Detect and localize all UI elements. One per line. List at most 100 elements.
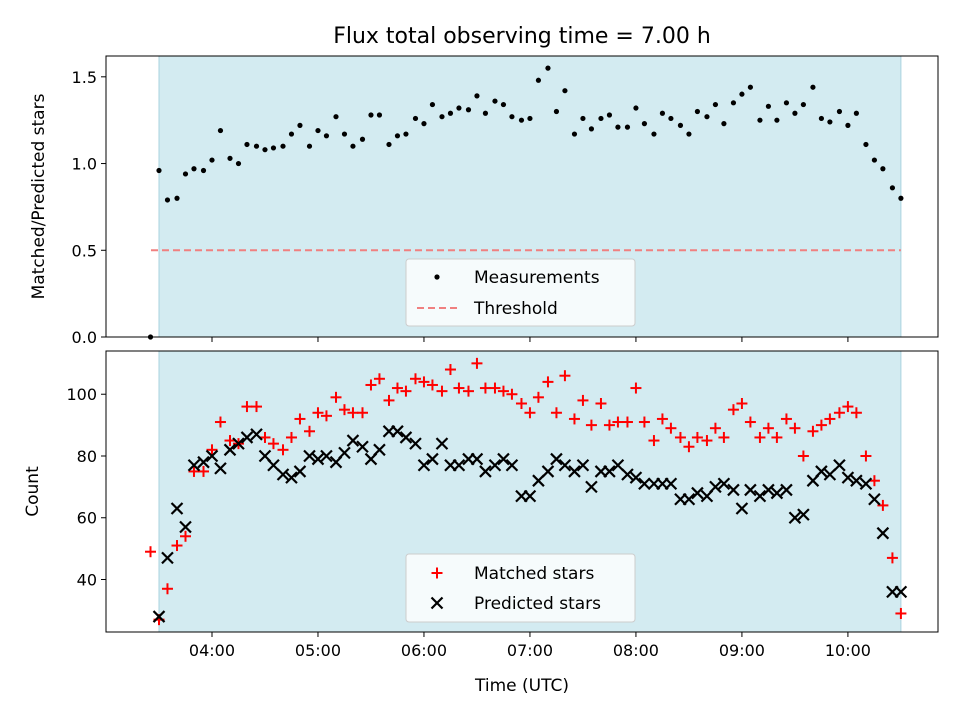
predicted-star-point — [214, 462, 227, 475]
matched-star-point — [815, 419, 827, 431]
predicted-star-point — [541, 465, 555, 478]
legend-label-predicted-stars: Predicted stars — [474, 594, 601, 614]
measurement-point — [156, 167, 162, 174]
measurement-point — [200, 167, 207, 174]
matched-star-point — [206, 444, 218, 456]
marker-stroke — [621, 468, 634, 481]
matched-star-point — [303, 425, 315, 437]
measurement-point — [280, 143, 286, 149]
marker-stroke — [638, 477, 651, 491]
predicted-star-point — [435, 437, 449, 450]
matched-star-point — [868, 475, 880, 487]
matched-star-point — [842, 401, 854, 413]
matched-star-point — [824, 413, 836, 425]
marker-stroke — [558, 458, 572, 472]
marker-stroke — [523, 489, 537, 503]
matched-star-point — [179, 530, 191, 542]
matched-star-point — [895, 607, 907, 619]
matched-star-point — [444, 364, 456, 376]
matched-star-point — [683, 441, 695, 453]
predicted-star-point — [823, 468, 837, 481]
matched-star-point — [727, 404, 739, 416]
matched-star-point — [267, 438, 279, 450]
marker-stroke — [894, 585, 908, 599]
predicted-star-point — [558, 458, 572, 472]
measurement-point — [783, 100, 790, 106]
matched-star-point — [426, 379, 438, 391]
marker-stroke — [356, 440, 369, 454]
matched-star-point — [577, 394, 589, 406]
measurement-point — [606, 112, 613, 118]
marker-stroke — [859, 477, 873, 491]
legend-marker-measurements — [434, 274, 440, 280]
measurement-point — [465, 107, 472, 113]
matched-star-point — [674, 431, 686, 443]
measurement-point — [545, 65, 551, 71]
matched-star-point — [453, 382, 465, 394]
bottom-plot-frame — [105, 350, 939, 633]
predicted-star-point — [815, 465, 828, 478]
predicted-star-point — [576, 458, 590, 472]
matched-star-point — [665, 422, 677, 434]
marker-stroke — [197, 455, 210, 469]
predicted-star-point — [850, 474, 863, 487]
predicted-star-point — [409, 437, 422, 450]
predicted-star-point — [346, 434, 360, 447]
predicted-star-point — [735, 502, 749, 515]
marker-stroke — [797, 508, 810, 521]
marker-stroke — [585, 480, 598, 494]
predicted-star-point — [276, 468, 290, 481]
marker-stroke — [682, 492, 696, 506]
matched-star-point — [312, 407, 324, 419]
marker-stroke — [788, 511, 802, 525]
matched-star-point — [524, 407, 536, 419]
predicted-star-point — [240, 431, 254, 444]
marker-stroke — [479, 465, 492, 478]
measurement-point — [456, 105, 462, 111]
predicted-star-point — [488, 458, 502, 472]
predicted-star-point — [727, 483, 740, 497]
matched-star-point — [285, 431, 297, 443]
measurement-point — [297, 122, 303, 128]
marker-stroke — [223, 443, 237, 457]
matched-star-point — [754, 431, 766, 443]
measurement-point — [323, 133, 330, 139]
marker-stroke — [709, 480, 722, 494]
legend-plus-glyph — [431, 567, 443, 579]
measurements-series — [147, 65, 904, 340]
marker-stroke — [833, 458, 846, 472]
measurement-point — [174, 195, 180, 201]
measurement-point — [182, 171, 189, 177]
marker-stroke — [497, 452, 510, 466]
predicted-star-point — [691, 486, 704, 500]
marker-stroke — [876, 526, 890, 540]
marker-stroke — [161, 551, 174, 565]
predicted-star-point — [611, 458, 625, 472]
measurement-point — [500, 101, 507, 108]
y-tick-label: 40 — [77, 571, 97, 590]
matched-star-point — [241, 401, 253, 413]
marker-stroke — [276, 468, 290, 481]
predicted-star-point — [285, 471, 298, 484]
measurement-point — [527, 115, 533, 122]
measurement-point — [447, 110, 454, 116]
marker-stroke — [717, 477, 731, 491]
measurement-point — [217, 127, 224, 134]
marker-stroke — [532, 474, 545, 487]
legend-cross-glyph — [430, 596, 444, 610]
matched-star-point — [736, 397, 748, 409]
matched-star-point — [860, 450, 872, 462]
predicted-star-point — [470, 452, 484, 466]
measurement-point — [518, 117, 525, 123]
y-tick-label: 80 — [77, 447, 97, 466]
legend-label-matched-stars: Matched stars — [474, 564, 594, 584]
measurement-point — [712, 101, 719, 108]
x-tick-label: 04:00 — [189, 641, 235, 660]
matched-star-point — [383, 394, 395, 406]
marker-stroke — [576, 458, 590, 472]
predicted-star-point — [320, 449, 333, 463]
measurement-point — [580, 115, 586, 122]
measurement-point — [668, 115, 674, 122]
x-tick-label: 06:00 — [401, 641, 447, 660]
top-legend-box — [405, 258, 636, 327]
